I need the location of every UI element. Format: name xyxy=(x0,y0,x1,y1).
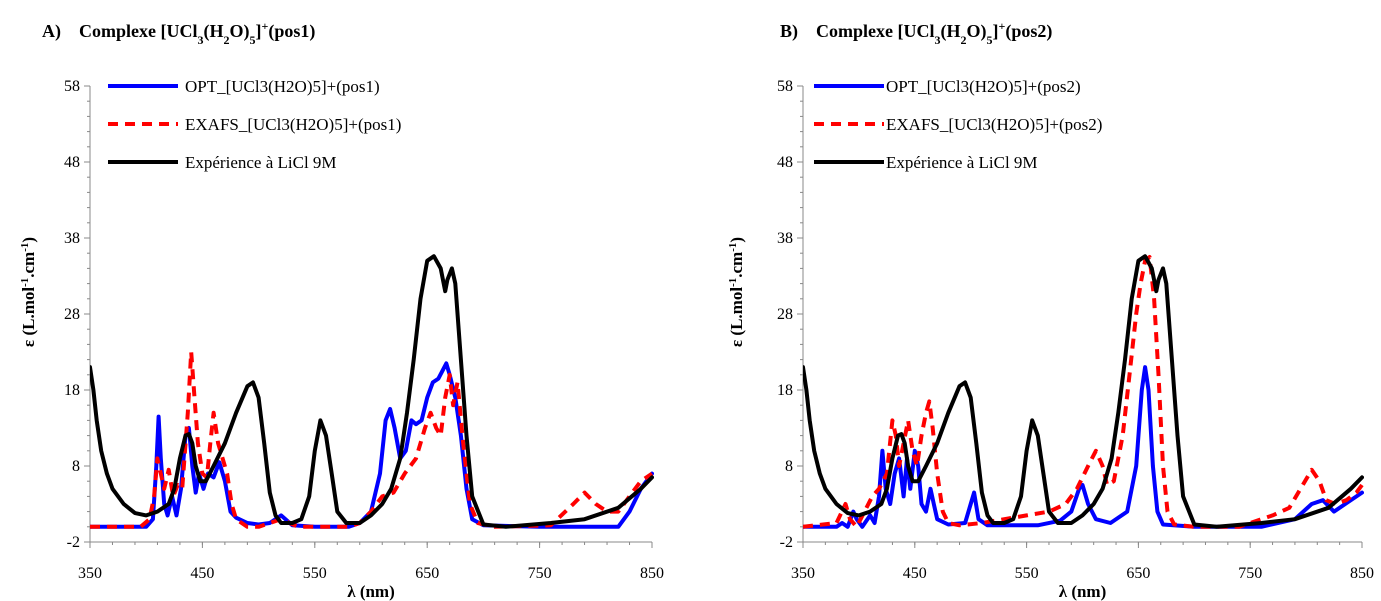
y-axis-label: ε (L.mol-1.cm-1) xyxy=(727,237,746,347)
x-tick-label: 850 xyxy=(640,565,664,582)
y-tick-label: 48 xyxy=(64,154,80,171)
y-tick-label: 8 xyxy=(72,458,80,475)
legend-entry: OPT_[UCl3(H2O)5]+(pos2) xyxy=(886,77,1081,96)
series-line-3 xyxy=(90,254,654,529)
legend-entry: EXAFS_[UCl3(H2O)5]+(pos2) xyxy=(886,115,1102,134)
y-tick-label: 58 xyxy=(64,78,80,95)
y-tick-label: 48 xyxy=(777,154,793,171)
y-tick-label: 38 xyxy=(777,230,793,247)
x-tick-label: 450 xyxy=(903,565,927,582)
y-tick-label: 28 xyxy=(777,306,793,323)
y-tick-label: 58 xyxy=(777,78,793,95)
y-tick-label: 18 xyxy=(777,382,793,399)
chart-title: B) Complexe [UCl3(H2O)5]+(pos2) xyxy=(780,19,1052,47)
x-tick-label: 850 xyxy=(1350,565,1374,582)
x-axis-label: λ (nm) xyxy=(1059,582,1107,601)
series-line-1 xyxy=(803,365,1364,529)
series-line-3 xyxy=(803,254,1364,529)
x-tick-label: 550 xyxy=(1015,565,1039,582)
chart-title: A) Complexe [UCl3(H2O)5]+(pos1) xyxy=(42,19,315,47)
y-tick-label: 18 xyxy=(64,382,80,399)
legend-entry: OPT_[UCl3(H2O)5]+(pos1) xyxy=(185,77,380,96)
chart-panel-1: A) Complexe [UCl3(H2O)5]+(pos1) -2 8 18 28 38… xyxy=(19,19,664,601)
x-tick-label: 750 xyxy=(1238,565,1262,582)
y-tick-label: 28 xyxy=(64,306,80,323)
y-tick-label: 8 xyxy=(785,458,793,475)
series-line-2 xyxy=(803,255,1364,529)
y-tick-label: 38 xyxy=(64,230,80,247)
chart-panel-2: B) Complexe [UCl3(H2O)5]+(pos2) -2 8 18 28 38… xyxy=(727,19,1374,601)
y-tick-label: -2 xyxy=(780,534,793,551)
x-tick-label: 650 xyxy=(1126,565,1150,582)
x-axis-label: λ (nm) xyxy=(347,582,395,601)
x-tick-label: 750 xyxy=(528,565,552,582)
x-tick-label: 550 xyxy=(303,565,327,582)
legend-entry: Expérience à LiCl 9M xyxy=(886,153,1038,172)
x-tick-label: 450 xyxy=(190,565,214,582)
y-tick-label: -2 xyxy=(67,534,80,551)
y-axis-label: ε (L.mol-1.cm-1) xyxy=(19,237,38,347)
series-line-2 xyxy=(90,350,654,529)
legend-entry: Expérience à LiCl 9M xyxy=(185,153,337,172)
x-tick-label: 350 xyxy=(78,565,102,582)
x-tick-label: 350 xyxy=(791,565,815,582)
x-tick-label: 650 xyxy=(415,565,439,582)
series-line-1 xyxy=(90,361,654,529)
legend-entry: EXAFS_[UCl3(H2O)5]+(pos1) xyxy=(185,115,401,134)
